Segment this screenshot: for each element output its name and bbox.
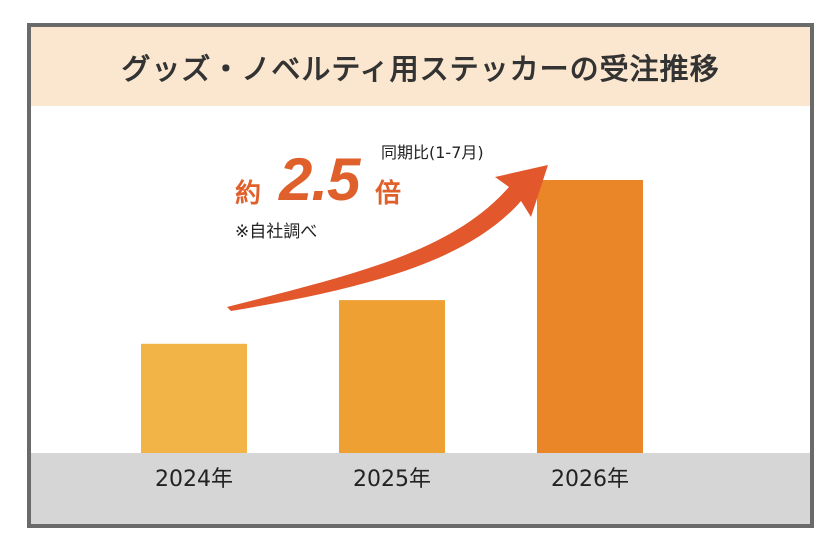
title-band: グッズ・ノベルティ用ステッカーの受注推移 <box>31 27 810 106</box>
x-tick-label-2025: 2025年 <box>353 467 431 492</box>
growth-arrow <box>227 165 548 311</box>
bar-chart <box>141 165 643 453</box>
x-tick-label-2026: 2026年 <box>551 467 629 492</box>
chart-frame: グッズ・ノベルティ用ステッカーの受注推移 2024年 2025年 2026年 約… <box>27 23 814 528</box>
growth-callout: 約 2.5 倍 同期比(1-7月) ※自社調べ <box>235 139 515 249</box>
x-tick-label-2024: 2024年 <box>155 467 233 492</box>
bar-1 <box>339 300 445 453</box>
times-label: 倍 <box>375 179 402 209</box>
approx-label: 約 <box>235 179 262 209</box>
period-note: 同期比(1-7月) <box>381 143 484 162</box>
bar-0 <box>141 343 247 453</box>
bar-2 <box>537 180 643 453</box>
chart-floor <box>31 453 810 524</box>
growth-multiplier: 2.5 <box>279 146 360 213</box>
source-note: ※自社調べ <box>235 222 318 242</box>
bars-group <box>141 180 643 453</box>
chart-title: グッズ・ノベルティ用ステッカーの受注推移 <box>121 51 720 86</box>
